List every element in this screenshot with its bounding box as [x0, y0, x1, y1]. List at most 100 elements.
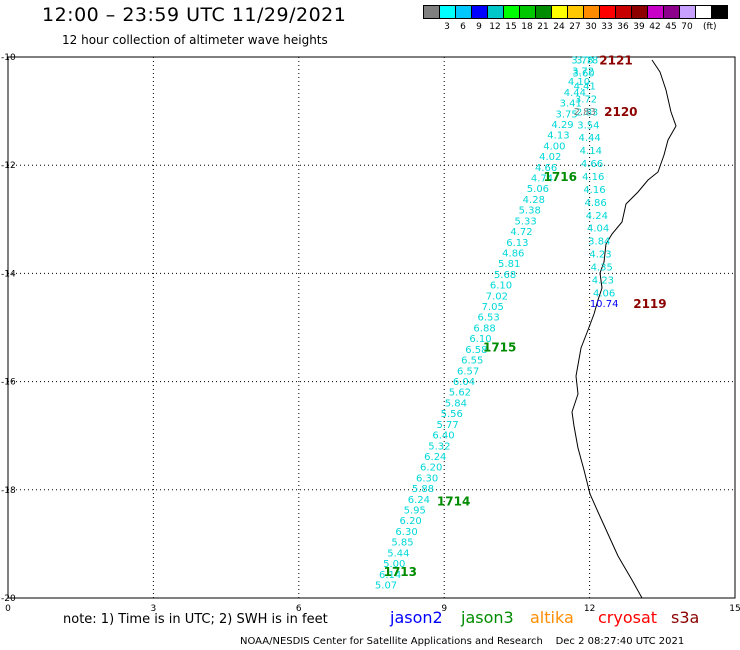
colorbar-swatch: [711, 5, 728, 19]
y-tick-label: -18: [1, 486, 16, 496]
pass-label: 2119: [633, 297, 666, 311]
swh-value-label: 4.35: [591, 262, 613, 273]
swh-value-label: 6.10: [490, 281, 512, 292]
pass-label: 1716: [544, 170, 577, 184]
colorbar-tick-label: 39: [633, 22, 645, 32]
swh-value-label: 4.10: [568, 77, 590, 88]
swh-value-label: 6.04: [453, 377, 475, 388]
colorbar-tick-label: 24: [553, 22, 565, 32]
swh-value-label: 5.00: [383, 559, 405, 570]
swh-value-label: 3.75: [556, 109, 578, 120]
swh-value-label: 4.00: [543, 141, 565, 152]
swh-value-label: 5.81: [498, 259, 520, 270]
colorbar-tick-label: 9: [476, 22, 482, 32]
satellite-legend-jason3: jason3: [461, 608, 514, 627]
colorbar-tick-label: 6: [460, 22, 466, 32]
swh-value-label: 5.32: [428, 441, 450, 452]
swh-value-label: 4.23: [589, 250, 611, 261]
swh-value-label: 4.44: [564, 88, 586, 99]
footer-credit: NOAA/NESDIS Center for Satellite Applica…: [240, 636, 684, 647]
swh-value-label: 5.68: [494, 270, 516, 281]
swh-value-label: 6.13: [506, 238, 528, 249]
swh-value-label: 5.84: [445, 398, 467, 409]
footer-timestamp: Dec 2 08:27:40 UTC 2021: [555, 636, 685, 647]
y-tick-label: -20: [1, 594, 16, 604]
swh-value-label: 4.06: [593, 288, 615, 299]
satellite-legend-cryosat: cryosat: [598, 608, 658, 627]
swh-value-label: 4.44: [578, 133, 600, 144]
swh-value-label: 3.84: [588, 237, 610, 248]
swh-value-label: 6.55: [461, 356, 483, 367]
swh-value-label: 6.20: [420, 463, 442, 474]
swh-value-label: 4.86: [502, 248, 524, 259]
pass-label: 2120: [604, 105, 637, 119]
grid-lines: [8, 57, 735, 598]
swh-value-label: 6.57: [457, 366, 479, 377]
swh-value-label: 4.16: [583, 185, 605, 196]
pass-labels: 2121 2120 1716 2119 1715 1714 1713: [384, 54, 667, 579]
swh-value-label: 4.29: [551, 120, 573, 131]
swh-value-label: 10.74: [590, 299, 619, 310]
colorbar-tick-label: 27: [569, 22, 581, 32]
swh-value-label: 7.05: [482, 302, 504, 313]
x-tick-label: 12: [584, 604, 595, 614]
swh-value-label: 4.02: [539, 152, 561, 163]
swh-value-label: 4.14: [580, 146, 602, 157]
x-tick-label: 6: [296, 604, 302, 614]
swh-value-label: 5.62: [449, 388, 471, 399]
swh-value-label: 3.78: [571, 56, 593, 67]
axis-ticks: 0 3 6 9 12 15 -10 -12 -14 -16 -18 -20: [1, 53, 740, 614]
pass-label: 1715: [483, 340, 516, 354]
swh-value-label: 4.72: [510, 227, 532, 238]
swh-value-label: 4.24: [586, 211, 608, 222]
swh-value-label: 3.72: [575, 94, 597, 105]
map-title: 12:00 – 23:59 UTC 11/29/2021: [42, 4, 347, 26]
y-tick-label: -16: [1, 378, 16, 388]
wave-height-track: 5.076.145.005.445.856.306.205.956.245.88…: [375, 56, 619, 592]
colorbar-unit: (ft): [703, 22, 717, 32]
swh-value-label: 2.83: [576, 107, 598, 118]
pass-label: 2121: [599, 54, 632, 68]
swh-value-label: 6.24: [424, 452, 446, 463]
swh-value-label: 6.14: [379, 570, 401, 581]
map-frame: [7, 56, 736, 599]
swh-value-label: 5.38: [519, 206, 541, 217]
swh-value-label: 5.85: [391, 538, 413, 549]
swh-value-label: 5.06: [527, 184, 549, 195]
units-note: note: 1) Time is in UTC; 2) SWH is in fe…: [63, 612, 328, 627]
swh-value-label: 4.28: [523, 195, 545, 206]
y-tick-label: -14: [1, 269, 16, 279]
colorbar-tick-label: 42: [649, 22, 661, 32]
swh-value-label: 6.88: [473, 323, 495, 334]
swh-value-label: 3.72: [572, 66, 594, 77]
swh-value-label: 5.33: [514, 216, 536, 227]
satellite-legend-jason2: jason2: [390, 608, 443, 627]
swh-value-label: 2.83: [574, 107, 596, 118]
satellite-legend-s3a: s3a: [671, 608, 700, 627]
coastline: [571, 59, 677, 599]
swh-value-label: 5.95: [404, 506, 426, 517]
colorbar-tick-label: 15: [505, 22, 517, 32]
swh-value-label: 6.10: [469, 334, 491, 345]
colorbar-tick-label: 30: [585, 22, 597, 32]
swh-value-label: 4.13: [547, 131, 569, 142]
swh-value-label: 4.23: [592, 275, 614, 286]
swh-value-label: 3.78: [576, 56, 598, 67]
pass-label: 1714: [437, 495, 470, 509]
pass-label: 1713: [384, 565, 417, 579]
swh-value-label: 4.16: [582, 172, 604, 183]
swh-value-label: 3.54: [577, 120, 599, 131]
colorbar-tick-label: 36: [617, 22, 629, 32]
swh-value-label: 4.04: [587, 224, 609, 235]
colorbar-tick-label: 18: [521, 22, 533, 32]
swh-value-label: 5.44: [387, 548, 409, 559]
swh-value-label: 7.02: [486, 291, 508, 302]
swh-value-label: 6.20: [400, 516, 422, 527]
swh-value-label: 6.58: [465, 345, 487, 356]
swh-value-label: 3.41: [560, 99, 582, 110]
swh-value-label: 3.60: [572, 69, 594, 80]
swh-value-label: 4.74: [531, 174, 553, 185]
colorbar-tick-label: 21: [537, 22, 549, 32]
x-tick-label: 0: [5, 604, 11, 614]
